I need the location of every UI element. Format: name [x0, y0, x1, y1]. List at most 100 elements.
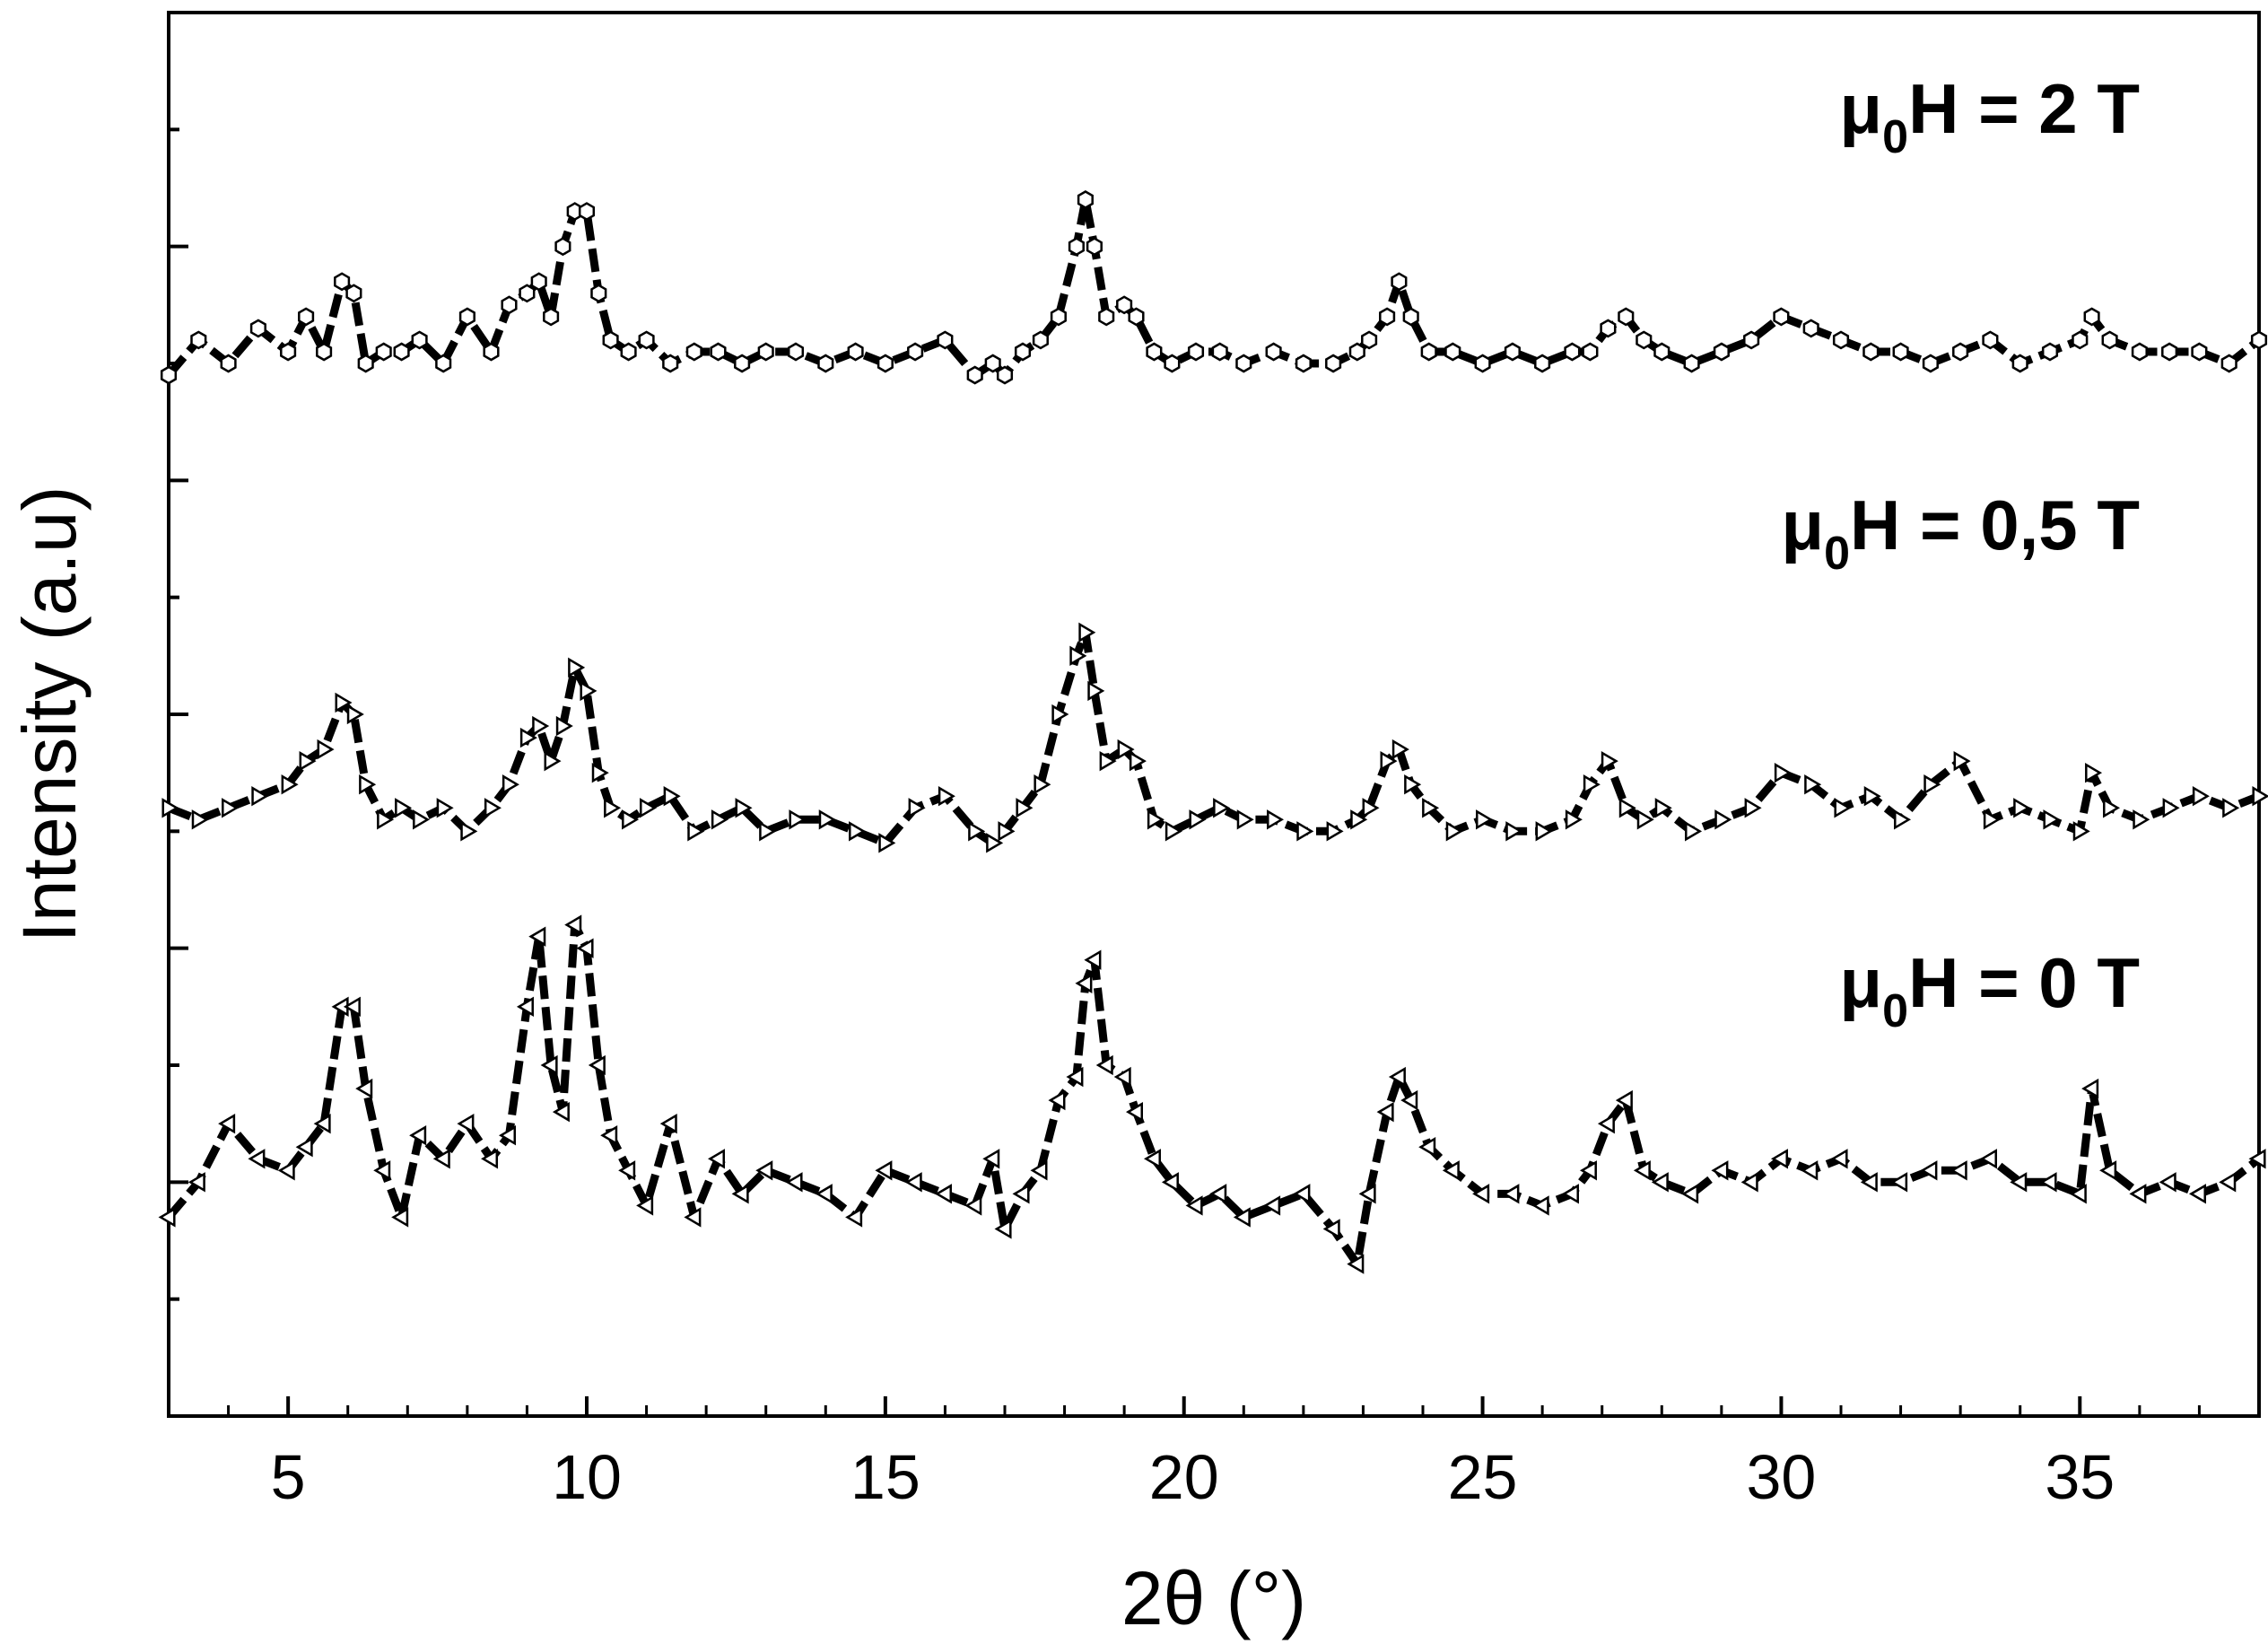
data-point [1472, 1184, 1490, 1204]
data-point [317, 739, 335, 760]
data-point [685, 342, 702, 362]
data-point [1113, 1066, 1131, 1088]
data-point [684, 1207, 702, 1228]
x-tick-label: 15 [850, 1442, 920, 1512]
data-point [2161, 342, 2178, 362]
data-point [299, 750, 317, 772]
data-point [998, 821, 1016, 842]
data-point [411, 330, 428, 350]
data-point [1362, 798, 1380, 818]
data-point [982, 1149, 1000, 1169]
data-point [2192, 786, 2210, 807]
data-point [1146, 342, 1163, 362]
data-point [817, 354, 834, 373]
data-point [1143, 1149, 1161, 1169]
data-point [2131, 342, 2148, 362]
data-point [1084, 949, 1102, 970]
data-point [1099, 750, 1117, 772]
data-point [1361, 330, 1378, 350]
data-point [1078, 622, 1096, 643]
data-point [734, 354, 751, 373]
data-point [938, 786, 955, 807]
data-point [334, 272, 351, 292]
data-point [432, 1149, 450, 1169]
data-point [1920, 1160, 1938, 1181]
data-point [1534, 354, 1551, 373]
data-point [1618, 798, 1636, 818]
data-point [1400, 1089, 1418, 1111]
data-point [1189, 809, 1207, 830]
data-point [710, 342, 727, 362]
data-point [984, 354, 1001, 373]
plot-area [167, 11, 2261, 1418]
data-point [588, 1054, 606, 1076]
data-point [2220, 354, 2237, 373]
data-point [2069, 1184, 2087, 1204]
data-point [937, 330, 954, 350]
data-point [1681, 1184, 1699, 1204]
data-point [1325, 354, 1342, 373]
data-point [375, 342, 392, 362]
data-point [316, 342, 333, 362]
data-point [576, 938, 594, 958]
data-point [1326, 821, 1344, 842]
data-point [1117, 739, 1135, 760]
data-point [1233, 1207, 1251, 1228]
data-point [1582, 342, 1599, 362]
data-point [1561, 1184, 1579, 1204]
label-rest: H = 2 T [1908, 69, 2140, 148]
data-point [298, 307, 315, 327]
data-point [1830, 1149, 1848, 1169]
data-point [530, 272, 547, 292]
data-point [1714, 809, 1732, 830]
data-point [1770, 1149, 1788, 1169]
data-point [1388, 1066, 1406, 1088]
data-point [2010, 1172, 2028, 1193]
data-point [1263, 1195, 1281, 1216]
data-point [1862, 342, 1880, 362]
data-point [731, 1184, 749, 1204]
data-point [1125, 1101, 1144, 1123]
data-point [1890, 1172, 1908, 1193]
data-point [519, 284, 536, 303]
label-prefix: μ [1839, 943, 1882, 1022]
data-point [1236, 809, 1254, 830]
data-point [1531, 1195, 1549, 1216]
data-point [1391, 739, 1409, 760]
data-point [413, 809, 431, 830]
data-point [1444, 342, 1461, 362]
data-point [1952, 342, 1969, 362]
data-point [2159, 1172, 2176, 1193]
data-point [908, 798, 926, 818]
x-tick-label: 20 [1149, 1442, 1219, 1512]
data-point [281, 774, 299, 795]
data-point [1983, 809, 2001, 830]
data-point [966, 365, 983, 385]
data-point [1474, 354, 1491, 373]
data-point [277, 1160, 295, 1181]
data-point [1804, 774, 1822, 795]
x-tick-label: 30 [1746, 1442, 1816, 1512]
data-point [2250, 330, 2268, 350]
data-point [604, 798, 622, 818]
data-point [191, 809, 209, 830]
data-point [1086, 237, 1103, 257]
series-label-0: μ0H = 0 T [1839, 943, 2140, 1037]
data-point [1743, 330, 1760, 350]
data-point [1048, 1089, 1066, 1111]
data-point [622, 809, 640, 830]
data-point [1801, 1160, 1819, 1181]
data-point [640, 798, 658, 818]
data-point [662, 354, 679, 373]
data-point [2222, 798, 2240, 818]
data-point [359, 774, 377, 795]
data-point [1265, 342, 1282, 362]
data-point [1376, 1101, 1394, 1123]
data-point [1894, 809, 1912, 830]
data-point [2133, 809, 2150, 830]
data-point [1350, 809, 1368, 830]
data-point [815, 1184, 833, 1204]
data-point [190, 330, 207, 350]
